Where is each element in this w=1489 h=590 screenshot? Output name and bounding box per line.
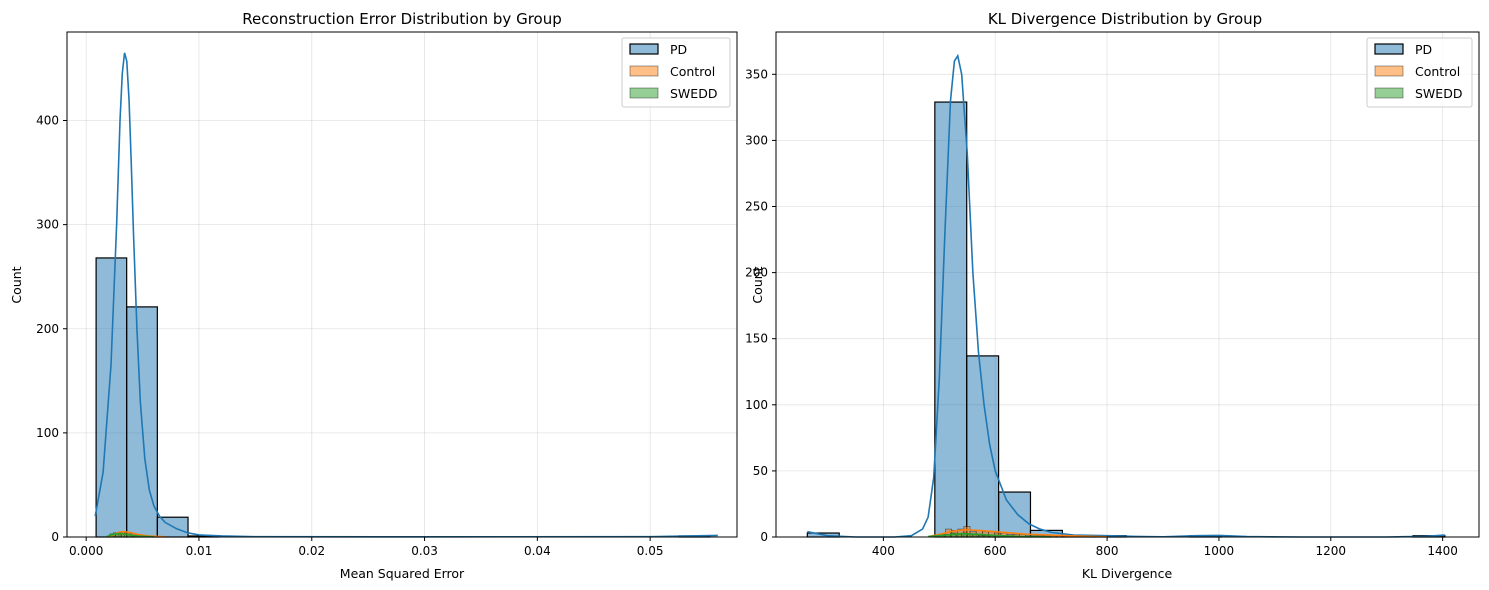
bar-pd <box>997 491 1032 538</box>
bar-pd <box>966 355 1000 538</box>
kde-line-control <box>927 528 1108 538</box>
legend-label-swedd: SWEDD <box>1415 86 1462 101</box>
y-tick-label: 200 <box>36 322 59 336</box>
x-tick-label: 0.04 <box>524 544 551 558</box>
x-tick-label: 0.02 <box>298 544 325 558</box>
x-axis-label: Mean Squared Error <box>340 566 465 581</box>
legend-label-swedd: SWEDD <box>670 86 717 101</box>
kde-line-swedd <box>928 532 1052 538</box>
x-tick-label: 0.05 <box>637 544 664 558</box>
y-tick-label: 200 <box>745 266 768 280</box>
x-ticks: 0.000 0.01 0.02 0.03 0.04 0.05 <box>69 537 664 558</box>
kde-lines <box>807 53 1445 538</box>
y-tick-label: 300 <box>745 133 768 147</box>
legend-label-pd: PD <box>670 42 687 57</box>
kde-line-swedd <box>106 532 154 538</box>
y-axis-label: Count <box>9 266 24 303</box>
legend-swatch-control <box>1374 65 1404 77</box>
legend-swatch-swedd <box>629 87 659 99</box>
legend-swatch-pd <box>629 43 659 55</box>
kde-line-pd <box>807 53 1445 538</box>
x-ticks: 400 600 800 1000 1200 1400 <box>872 537 1458 558</box>
x-tick-label: 1400 <box>1427 544 1458 558</box>
x-tick-label: 400 <box>872 544 895 558</box>
bar-pd <box>95 257 128 538</box>
y-tick-label: 350 <box>745 67 768 81</box>
y-tick-label: 150 <box>745 332 768 346</box>
y-ticks: 0 50 100 150 200 250 300 350 <box>745 67 776 544</box>
legend-swatch-pd <box>1374 43 1404 55</box>
x-tick-label: 0.01 <box>186 544 213 558</box>
x-tick-label: 0.03 <box>411 544 438 558</box>
y-tick-label: 100 <box>745 398 768 412</box>
x-tick-label: 0.000 <box>69 544 103 558</box>
legend-label-control: Control <box>670 64 715 79</box>
y-tick-label: 400 <box>36 114 59 128</box>
legend-label-pd: PD <box>1415 42 1432 57</box>
legend: PD Control SWEDD <box>1366 37 1473 108</box>
legend-swatch-control <box>629 65 659 77</box>
y-tick-label: 0 <box>51 530 59 544</box>
kde-lines <box>94 52 718 538</box>
legend-swatch-swedd <box>1374 87 1404 99</box>
x-axis-label: KL Divergence <box>1082 566 1173 581</box>
x-tick-label: 800 <box>1096 544 1119 558</box>
kde-line-pd <box>94 52 718 538</box>
y-tick-label: 100 <box>36 426 59 440</box>
x-tick-label: 600 <box>984 544 1007 558</box>
chart-title: KL Divergence Distribution by Group <box>988 10 1262 28</box>
y-tick-label: 50 <box>753 464 768 478</box>
legend: PD Control SWEDD <box>621 37 731 108</box>
y-axis-label: Count <box>750 266 765 303</box>
chart-title: Reconstruction Error Distribution by Gro… <box>242 10 561 28</box>
plot-frame <box>775 31 1480 538</box>
y-tick-label: 250 <box>745 200 768 214</box>
chart-kl-divergence: KL Divergence Distribution by Group 400 6… <box>745 10 1480 581</box>
y-ticks: 0 100 200 300 400 <box>36 114 67 544</box>
bar-pd <box>934 101 968 538</box>
plot-frame <box>66 31 738 538</box>
y-tick-label: 300 <box>36 218 59 232</box>
x-tick-label: 1000 <box>1204 544 1235 558</box>
legend-label-control: Control <box>1415 64 1460 79</box>
x-tick-label: 1200 <box>1316 544 1347 558</box>
y-tick-label: 0 <box>760 530 768 544</box>
chart-reconstruction-error: Reconstruction Error Distribution by Gro… <box>9 10 738 581</box>
